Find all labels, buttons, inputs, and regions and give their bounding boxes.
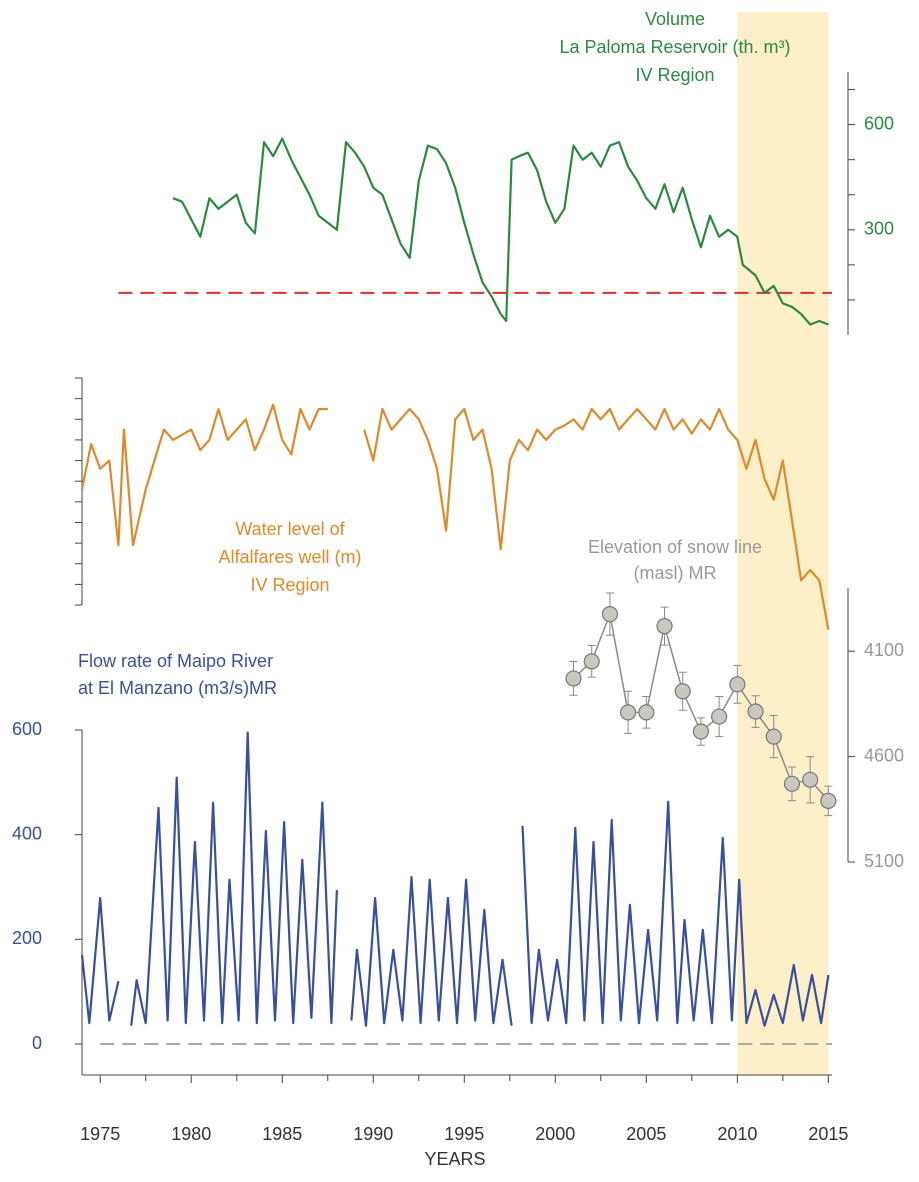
data-point [802, 771, 819, 788]
x-tick-label: 1990 [353, 1124, 393, 1144]
y-tick-label: 5100 [864, 851, 904, 871]
y-tick-label: 4100 [864, 640, 904, 660]
panel-title: Flow rate of Maipo River [78, 651, 273, 671]
x-tick-label: 1980 [171, 1124, 211, 1144]
data-point [583, 653, 600, 670]
panel-title: IV Region [250, 575, 329, 595]
x-tick-label: 1995 [444, 1124, 484, 1144]
data-point [674, 683, 691, 700]
y-tick-label: 4600 [864, 745, 904, 765]
data-point [820, 792, 837, 809]
x-tick-label: 2010 [717, 1124, 757, 1144]
data-point [692, 723, 710, 740]
x-tick-label: 1985 [262, 1124, 302, 1144]
data-point [638, 704, 655, 721]
series-line [80, 731, 830, 1027]
y-tick-label: 0 [32, 1033, 42, 1053]
y-tick-label: 200 [12, 928, 42, 948]
x-tick-label: 1975 [80, 1124, 120, 1144]
series-line [172, 137, 829, 326]
panel-title: at El Manzano (m3/s)MR [78, 678, 277, 698]
panel-title: Volume [645, 9, 705, 29]
data-point [729, 676, 746, 693]
x-axis-label: YEARS [424, 1149, 485, 1169]
panel-title: Elevation of snow line [588, 537, 762, 557]
y-tick-label: 300 [864, 219, 894, 239]
data-point [765, 728, 782, 745]
y-tick-label: 600 [12, 719, 42, 739]
panel-title: (masl) MR [634, 563, 717, 583]
panel-title: Alfalfares well (m) [218, 547, 361, 567]
data-point [747, 703, 764, 720]
data-point [656, 618, 673, 635]
x-tick-label: 2000 [535, 1124, 575, 1144]
data-point [601, 606, 619, 623]
data-point [565, 670, 582, 687]
series-line [80, 403, 830, 630]
panel-title: IV Region [635, 65, 714, 85]
data-point [783, 775, 801, 792]
panel-title: La Paloma Reservoir (th. m³) [559, 37, 790, 57]
panel-title: Water level of [235, 519, 345, 539]
data-point [620, 704, 637, 721]
x-tick-label: 2005 [626, 1124, 666, 1144]
background-layer [737, 12, 829, 1075]
data-point [711, 708, 728, 725]
y-tick-label: 600 [864, 113, 894, 133]
y-tick-label: 400 [12, 823, 42, 843]
x-tick-label: 2015 [808, 1124, 848, 1144]
highlight-band [737, 12, 829, 1075]
